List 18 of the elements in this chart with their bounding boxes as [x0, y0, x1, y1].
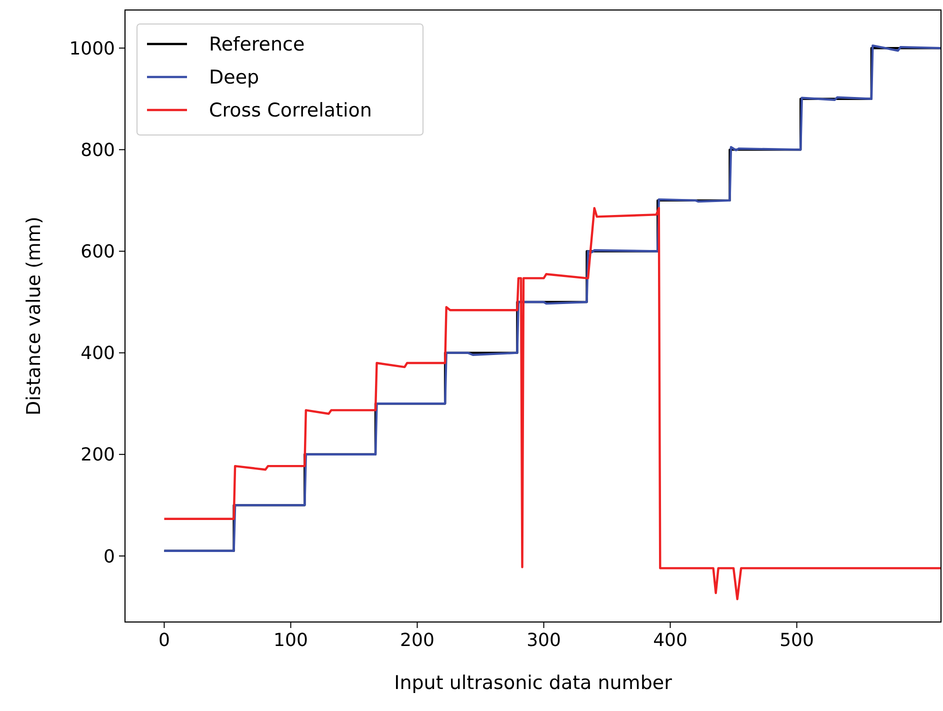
y-tick-label: 600 [80, 242, 115, 263]
y-tick-label: 200 [80, 444, 115, 466]
y-tick-label: 800 [80, 140, 115, 161]
legend-label: Reference [209, 34, 305, 56]
y-tick-label: 400 [80, 343, 115, 364]
x-tick-label: 300 [526, 630, 561, 651]
y-tick-label: 1000 [69, 38, 115, 60]
y-tick-label: 0 [104, 546, 115, 568]
x-tick-label: 400 [653, 630, 688, 651]
x-tick-label: 100 [274, 630, 308, 651]
x-tick-label: 0 [158, 630, 170, 651]
y-axis-title: Distance value (mm) [23, 216, 45, 416]
line-series [163, 206, 941, 600]
x-tick-label: 200 [400, 630, 434, 651]
legend-label: Cross Correlation [209, 100, 372, 122]
x-tick-label: 500 [780, 630, 814, 651]
legend-label: Deep [209, 66, 260, 89]
x-axis-title: Input ultrasonic data number [394, 672, 672, 694]
